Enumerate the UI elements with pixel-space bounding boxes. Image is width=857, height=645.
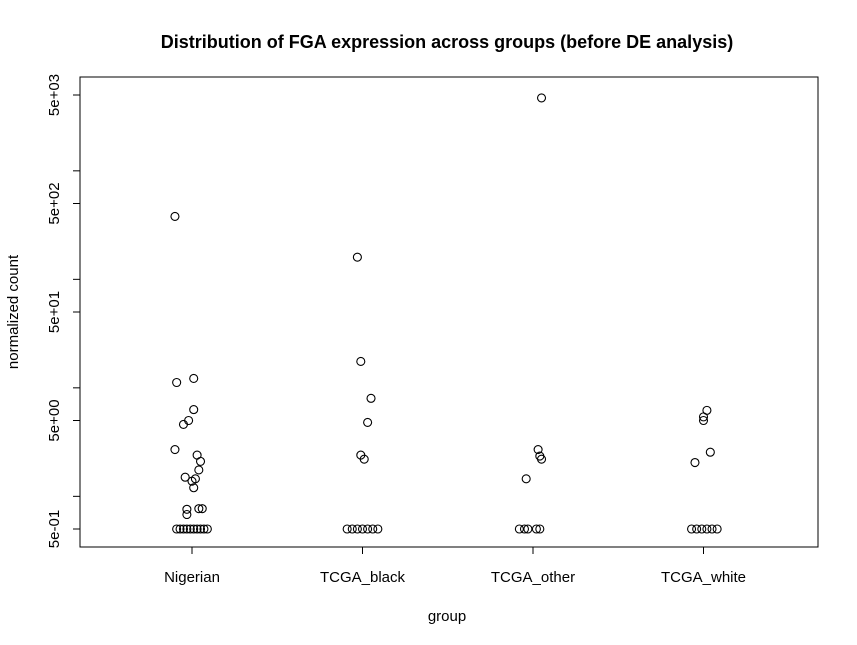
data-point (357, 524, 368, 534)
data-point (363, 417, 373, 427)
data-point (536, 93, 547, 103)
data-point (712, 524, 722, 534)
data-point (705, 447, 715, 457)
data-point (194, 504, 204, 514)
y-tick-label: 5e-01 (46, 510, 63, 548)
y-tick-label: 5e+00 (46, 399, 63, 441)
data-point (178, 524, 189, 534)
data-point (533, 444, 543, 455)
data-point (697, 524, 707, 534)
data-point (368, 524, 378, 534)
data-point (184, 415, 194, 426)
y-tick-label: 5e+01 (46, 291, 63, 333)
data-point (197, 504, 207, 514)
data-point (172, 377, 182, 388)
data-point (373, 524, 383, 534)
data-point (698, 412, 709, 422)
data-point (690, 457, 700, 468)
data-point (189, 483, 199, 493)
data-point (182, 504, 192, 514)
data-point (180, 472, 190, 482)
data-point (536, 454, 547, 464)
x-tick-label: TCGA_white (661, 569, 746, 586)
data-point (687, 524, 697, 534)
data-point (702, 524, 712, 534)
x-axis-label: group (428, 608, 466, 625)
data-point (519, 524, 530, 534)
data-point (182, 509, 192, 520)
data-point (195, 456, 206, 466)
data-point (707, 524, 717, 534)
data-point (185, 524, 195, 534)
data-point (531, 524, 541, 534)
data-point (692, 524, 702, 534)
data-point (521, 474, 531, 484)
data-point (698, 415, 709, 426)
plot-frame (79, 76, 819, 548)
data-point (535, 524, 545, 534)
y-tick-label: 5e+02 (46, 182, 63, 224)
y-axis: 5e-01 5e+00 5e+01 5e+02 5e+03 (46, 74, 80, 548)
data-point (347, 524, 357, 534)
data-point (194, 465, 204, 475)
data-point (189, 405, 199, 415)
data-point (195, 524, 206, 534)
data-point (356, 356, 366, 367)
x-axis: Nigerian TCGA_black TCGA_other TCGA_white (164, 547, 746, 586)
data-point (192, 524, 202, 534)
x-tick-label: TCGA_black (320, 569, 406, 586)
data-point (182, 524, 192, 534)
data-point (189, 524, 199, 534)
data-point (187, 476, 197, 486)
data-point (342, 524, 352, 534)
x-tick-label: Nigerian (164, 569, 220, 586)
data-point (352, 252, 362, 262)
y-axis-label: normalized count (5, 254, 22, 369)
data-points (170, 93, 722, 534)
data-point (363, 524, 373, 534)
y-tick-label: 5e+03 (46, 74, 63, 116)
chart-title: Distribution of FGA expression across gr… (161, 32, 733, 52)
data-point (175, 524, 185, 534)
data-point (366, 393, 376, 403)
data-point (170, 444, 180, 455)
data-point (202, 524, 212, 534)
data-point (189, 373, 199, 384)
data-point (178, 419, 189, 429)
x-tick-label: TCGA_other (491, 569, 575, 586)
data-point (199, 524, 209, 534)
data-point (352, 524, 362, 534)
data-point (359, 454, 369, 464)
data-point (172, 524, 182, 534)
data-point (170, 211, 180, 221)
